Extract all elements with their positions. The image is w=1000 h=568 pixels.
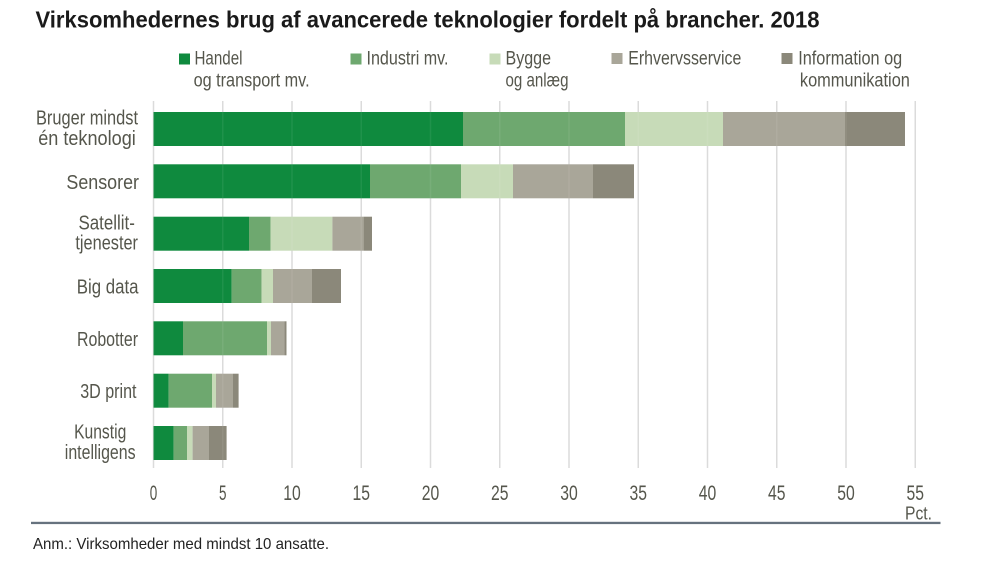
svg-text:Big data: Big data — [77, 277, 139, 299]
svg-text:5: 5 — [219, 481, 227, 505]
svg-text:intelligens: intelligens — [65, 442, 136, 464]
svg-text:Bruger mindst: Bruger mindst — [36, 108, 138, 130]
svg-text:Kunstig: Kunstig — [74, 422, 126, 444]
svg-text:50: 50 — [837, 481, 855, 505]
svg-text:Information og: Information og — [798, 49, 902, 70]
svg-text:Pct.: Pct. — [905, 504, 932, 524]
svg-text:0: 0 — [150, 481, 158, 505]
svg-text:Robotter: Robotter — [77, 329, 138, 351]
svg-text:og transport mv.: og transport mv. — [194, 71, 310, 92]
svg-text:Anm.: Virksomheder med mindst: Anm.: Virksomheder med mindst 10 ansatte… — [33, 536, 329, 553]
svg-text:Virksomhedernes brug af avance: Virksomhedernes brug af avancerede tekno… — [36, 7, 820, 33]
svg-text:30: 30 — [560, 481, 578, 505]
svg-text:kommunikation: kommunikation — [800, 71, 910, 92]
svg-text:20: 20 — [422, 481, 440, 505]
svg-text:35: 35 — [630, 481, 648, 505]
svg-text:10: 10 — [283, 481, 301, 505]
svg-text:Handel: Handel — [195, 49, 243, 70]
svg-text:40: 40 — [699, 481, 717, 505]
svg-text:Satellit-: Satellit- — [79, 212, 135, 234]
svg-text:55: 55 — [907, 481, 925, 505]
svg-text:og anlæg: og anlæg — [506, 71, 569, 92]
svg-text:25: 25 — [491, 481, 509, 505]
svg-text:tjenester: tjenester — [75, 233, 138, 255]
svg-text:Bygge: Bygge — [506, 49, 552, 70]
svg-text:Sensorer: Sensorer — [66, 172, 139, 194]
svg-text:45: 45 — [768, 481, 786, 505]
svg-text:én teknologi: én teknologi — [38, 128, 136, 150]
svg-text:Industri mv.: Industri mv. — [367, 49, 449, 70]
svg-text:3D print: 3D print — [80, 381, 137, 403]
svg-text:Erhvervsservice: Erhvervsservice — [628, 49, 741, 70]
svg-text:15: 15 — [353, 481, 371, 505]
